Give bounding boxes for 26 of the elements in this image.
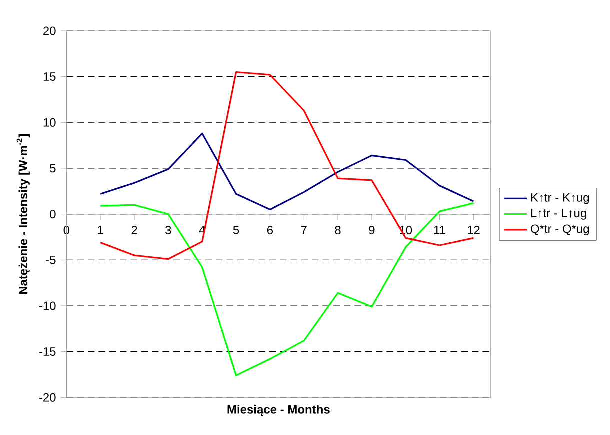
legend-label: L↑tr - L↑ug [531, 209, 586, 220]
y-tick-label: 15 [44, 72, 56, 82]
x-tick-label: 12 [468, 226, 480, 234]
legend-label: Q*tr - Q*ug [531, 224, 590, 236]
y-tick-label: 5 [50, 164, 56, 173]
x-tick-label: 5 [233, 226, 240, 234]
y-tick-label: -20 [39, 393, 56, 402]
x-tick-label: 11 [434, 226, 446, 234]
y-tick-label: 0 [50, 210, 56, 219]
y-axis-title: Natężenie - Intensity [W·m$^{-2}$] [16, 134, 30, 294]
y-tick-label: -5 [46, 256, 56, 264]
y-tick-label: 10 [44, 118, 56, 127]
x-tick-label: 3 [166, 226, 172, 235]
line-series [100, 132, 475, 211]
x-tick-label: 6 [267, 226, 273, 235]
x-tick-label: 8 [335, 226, 341, 235]
x-tick-label: 2 [132, 226, 138, 234]
y-tick-label: -15 [39, 348, 56, 356]
y-tick-label: -10 [39, 302, 56, 310]
x-tick-label: 1 [98, 226, 104, 234]
y-tick-label: 20 [44, 26, 56, 36]
legend-label: K↑tr - K↑ug [531, 194, 590, 204]
x-tick-label: 7 [301, 226, 307, 234]
x-axis-title: Miesiące - Months [228, 405, 330, 416]
x-tick-label: 9 [369, 226, 375, 235]
x-tick-label: 0 [64, 226, 70, 235]
